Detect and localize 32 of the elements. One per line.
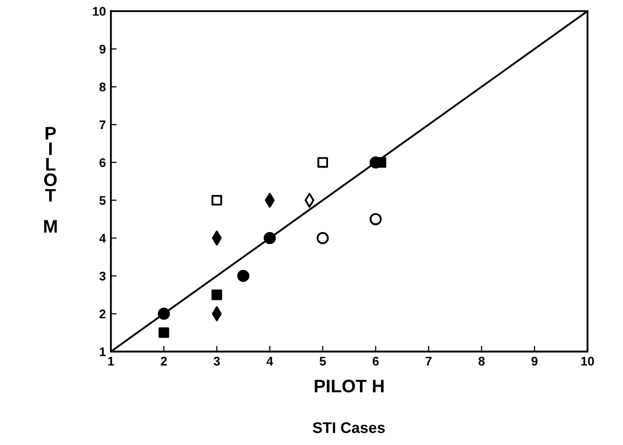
point <box>158 308 170 320</box>
x-tick-label: 9 <box>531 356 538 366</box>
point <box>212 194 222 206</box>
x-tick-label: 2 <box>160 356 167 366</box>
x-tick-label: 5 <box>320 356 326 366</box>
point <box>317 157 328 168</box>
point <box>212 290 222 300</box>
x-tick-label: 1 <box>108 356 114 366</box>
y-tick-label: 8 <box>99 82 106 92</box>
x-tick-label: 6 <box>372 356 379 366</box>
y-tick-label: 9 <box>100 44 106 54</box>
x-tick-label: 3 <box>214 356 220 366</box>
y-tick-label: 4 <box>99 234 106 243</box>
x-tick-label: 8 <box>478 356 485 366</box>
y-tick-label: 7 <box>100 120 106 130</box>
y-tick-label: 3 <box>99 272 106 281</box>
y-tick-label: 6 <box>100 158 106 168</box>
x-tick-label: 10 <box>581 356 594 366</box>
y-tick-label: 5 <box>99 196 106 205</box>
y-tick-label: 2 <box>100 310 106 318</box>
point <box>370 213 382 226</box>
point <box>316 232 329 244</box>
x-tick-label: 7 <box>426 356 432 366</box>
y-axis-title: PILOT M <box>44 127 57 233</box>
x-tick-label: 4 <box>266 356 274 366</box>
y-tick-label: 1 <box>100 347 106 356</box>
y-tick-label: 10 <box>92 6 106 16</box>
point <box>237 270 250 282</box>
point <box>264 232 276 244</box>
point <box>158 327 170 338</box>
text: STI Cases <box>312 422 385 434</box>
x-axis-title: PILOT H <box>314 380 384 392</box>
